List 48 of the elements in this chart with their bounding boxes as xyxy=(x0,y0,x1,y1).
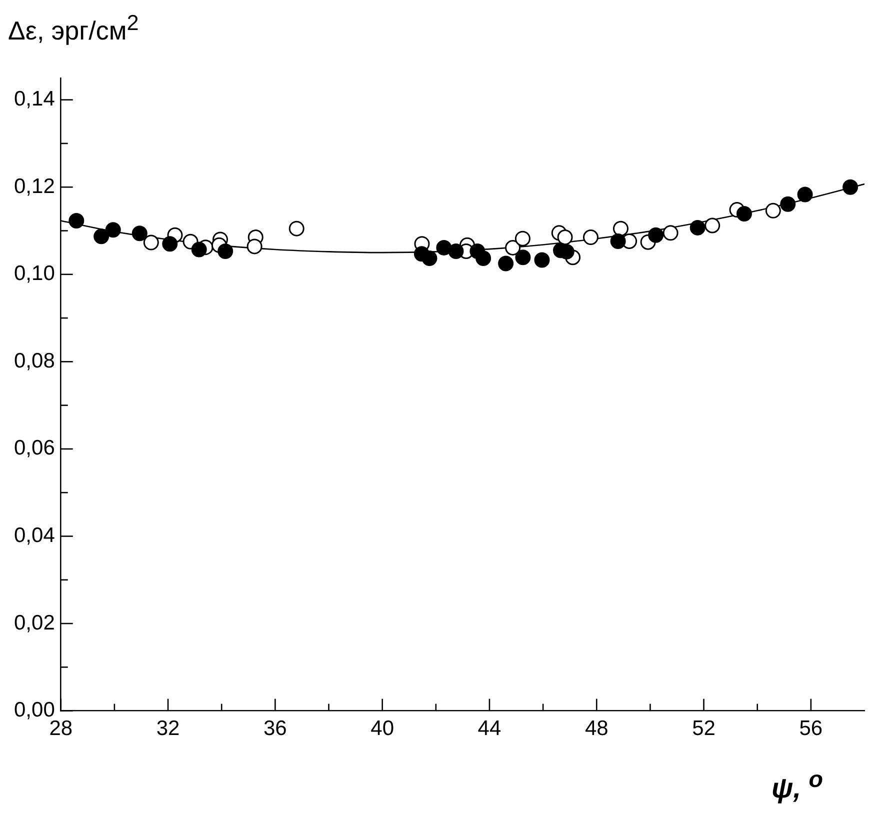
point xyxy=(448,244,464,260)
y-axis-title: Δε, эрг/см$^{2}$ xyxy=(8,10,139,47)
x-tick-label: 36 xyxy=(263,717,287,740)
point xyxy=(422,250,438,266)
x-tick-label: 40 xyxy=(370,717,394,740)
x-tick-label: 56 xyxy=(799,717,823,740)
point xyxy=(476,250,492,266)
point xyxy=(690,220,706,236)
point xyxy=(797,186,813,202)
point xyxy=(132,226,148,242)
point xyxy=(582,230,598,246)
y-tick-label: 0,08 xyxy=(14,349,55,372)
y-tick-label: 0,02 xyxy=(14,611,55,634)
point xyxy=(648,227,664,243)
point xyxy=(736,206,752,222)
point xyxy=(191,242,207,258)
point xyxy=(780,196,796,212)
point xyxy=(218,244,234,260)
point xyxy=(612,220,628,236)
point xyxy=(162,236,178,252)
point xyxy=(704,218,720,234)
y-tick-label: 0,12 xyxy=(14,174,55,198)
x-tick-label: 44 xyxy=(478,717,502,740)
y-tick-label: 0,04 xyxy=(14,524,56,548)
point xyxy=(246,238,262,254)
point xyxy=(68,212,84,228)
point xyxy=(765,202,781,218)
y-tick-label: 0,14 xyxy=(14,88,56,111)
point xyxy=(94,228,110,244)
point xyxy=(505,240,521,256)
x-tick-label: 32 xyxy=(156,717,180,740)
point xyxy=(842,179,858,195)
point xyxy=(515,250,531,266)
y-tick-label: 0,10 xyxy=(14,262,55,286)
x-axis-title: ψ, $^{o}$ xyxy=(772,766,823,804)
point xyxy=(514,230,530,246)
x-tick-label: 52 xyxy=(692,717,716,740)
point xyxy=(662,225,678,241)
x-tick-label: 48 xyxy=(584,717,608,740)
point xyxy=(143,234,159,250)
point xyxy=(105,222,121,238)
point xyxy=(610,233,626,249)
point xyxy=(534,252,550,268)
y-tick-label: 0,06 xyxy=(14,436,55,460)
point xyxy=(288,220,304,236)
point xyxy=(557,230,573,246)
point xyxy=(498,256,514,272)
point xyxy=(436,240,452,256)
